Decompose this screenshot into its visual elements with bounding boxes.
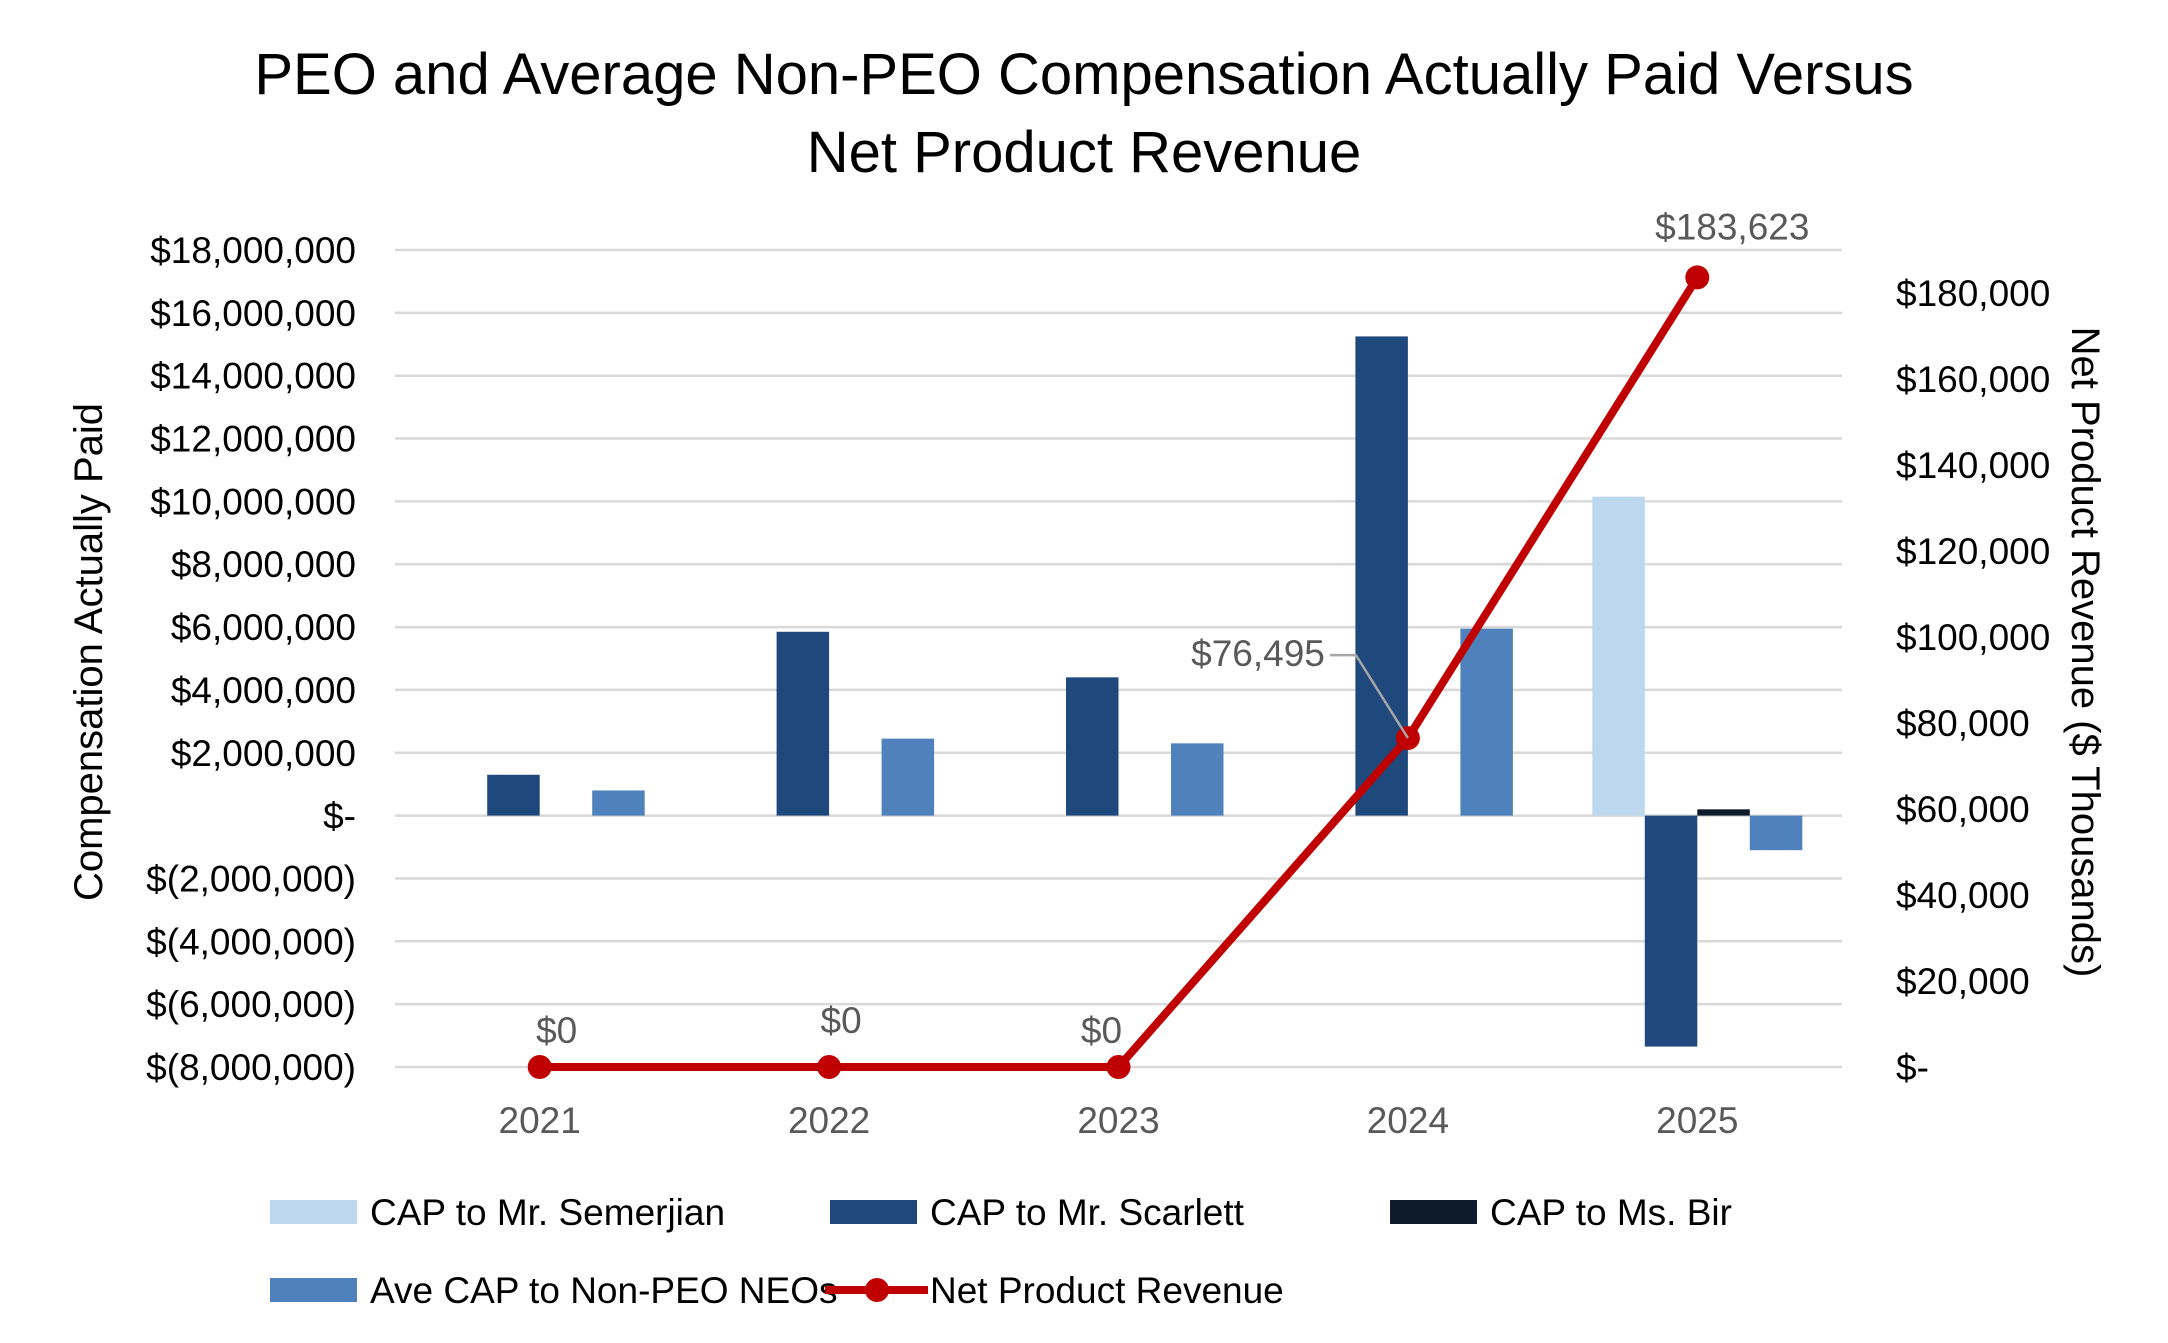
y-tick-label: $(6,000,000)	[146, 984, 356, 1025]
y-tick-label: $(2,000,000)	[146, 858, 356, 899]
legend-label-cap-to-mr-scarlett: CAP to Mr. Scarlett	[930, 1192, 1245, 1233]
x-tick-label: 2023	[1077, 1100, 1159, 1141]
net-product-revenue-data-label: $76,495	[1191, 633, 1325, 674]
bar-ave-cap-to-non-peo-neos-2021	[592, 790, 645, 816]
bar-layer	[487, 336, 1803, 1047]
y2-tick-label: $100,000	[1896, 617, 2050, 658]
y-tick-label: $(4,000,000)	[146, 921, 356, 962]
bar-ave-cap-to-non-peo-neos-2025	[1749, 815, 1803, 851]
x-tick-label: 2024	[1367, 1100, 1449, 1141]
x-tick-label: 2022	[788, 1100, 870, 1141]
bar-ave-cap-to-non-peo-neos-2024	[1460, 628, 1513, 816]
y-tick-label: $-	[323, 796, 356, 837]
y-tick-label: $10,000,000	[150, 481, 356, 522]
bar-cap-to-mr-semerjian-2025	[1592, 496, 1645, 816]
data-label-leader-line	[1329, 653, 1409, 739]
y-tick-label: $16,000,000	[150, 293, 356, 334]
y2-tick-label: $20,000	[1896, 961, 2030, 1002]
line-layer	[527, 265, 1710, 1079]
y2-tick-label: $180,000	[1896, 273, 2050, 314]
bar-cap-to-mr-scarlett-2021	[487, 774, 540, 816]
net-product-revenue-data-label: $0	[536, 1010, 577, 1051]
net-product-revenue-data-label: $183,623	[1655, 206, 1809, 247]
legend-label-net-product-revenue: Net Product Revenue	[930, 1270, 1284, 1311]
bar-cap-to-ms-bir-2025	[1697, 809, 1750, 816]
bar-cap-to-mr-scarlett-2025	[1644, 815, 1698, 1047]
chart-title-line2: Net Product Revenue	[807, 120, 1362, 185]
bar-ave-cap-to-non-peo-neos-2023	[1171, 743, 1224, 816]
net-product-revenue-point-2022	[817, 1055, 842, 1079]
net-product-revenue-data-label: $0	[821, 1000, 862, 1041]
net-product-revenue-point-2023	[1106, 1055, 1131, 1079]
legend-swatch-cap-to-mr-scarlett	[830, 1200, 917, 1224]
bar-cap-to-mr-scarlett-2023	[1066, 677, 1119, 816]
y-tick-label: $6,000,000	[171, 607, 356, 648]
legend-marker-net-product-revenue	[865, 1278, 889, 1302]
y2-tick-label: $140,000	[1896, 445, 2050, 486]
text-layer: PEO and Average Non-PEO Compensation Act…	[67, 42, 2107, 1141]
y2-tick-label: $80,000	[1896, 703, 2030, 744]
y-axis-title: Compensation Actually Paid	[67, 403, 111, 901]
y2-tick-label: $40,000	[1896, 875, 2030, 916]
y2-tick-label: $60,000	[1896, 789, 2030, 830]
y-tick-label: $12,000,000	[150, 419, 356, 460]
x-tick-label: 2025	[1656, 1100, 1738, 1141]
net-product-revenue-point-2021	[527, 1055, 552, 1079]
net-product-revenue-point-2025	[1685, 265, 1710, 290]
chart-title: PEO and Average Non-PEO Compensation Act…	[254, 42, 1913, 107]
net-product-revenue-data-label: $0	[1081, 1010, 1122, 1051]
y-tick-label: $8,000,000	[171, 544, 356, 585]
bar-ave-cap-to-non-peo-neos-2022	[881, 738, 935, 816]
y-tick-label: $(8,000,000)	[146, 1047, 356, 1088]
x-tick-label: 2021	[499, 1100, 581, 1141]
y2-tick-label: $160,000	[1896, 359, 2050, 400]
y2-tick-label: $120,000	[1896, 531, 2050, 572]
y-tick-label: $14,000,000	[150, 356, 356, 397]
legend-swatch-cap-to-ms-bir	[1390, 1200, 1477, 1224]
y-tick-label: $2,000,000	[171, 733, 356, 774]
y2-axis-title: Net Product Revenue ($ Thousands)	[2063, 327, 2107, 978]
net-product-revenue-line	[539, 275, 1701, 1071]
legend: CAP to Mr. Semerjian CAP to Mr. Scarlett C…	[270, 1192, 1732, 1311]
legend-label-cap-to-ms-bir: CAP to Ms. Bir	[1490, 1192, 1732, 1233]
legend-label-ave-cap-to-non-peo-neos: Ave CAP to Non-PEO NEOs	[370, 1270, 838, 1311]
y-tick-label: $4,000,000	[171, 670, 356, 711]
legend-swatch-cap-to-mr-semerjian	[270, 1200, 357, 1224]
y2-tick-label: $-	[1896, 1047, 1929, 1088]
bar-cap-to-mr-scarlett-2022	[776, 631, 830, 816]
legend-swatch-ave-cap-to-non-peo-neos	[270, 1278, 357, 1302]
y-tick-label: $18,000,000	[150, 230, 356, 271]
legend-label-cap-to-mr-semerjian: CAP to Mr. Semerjian	[370, 1192, 725, 1233]
